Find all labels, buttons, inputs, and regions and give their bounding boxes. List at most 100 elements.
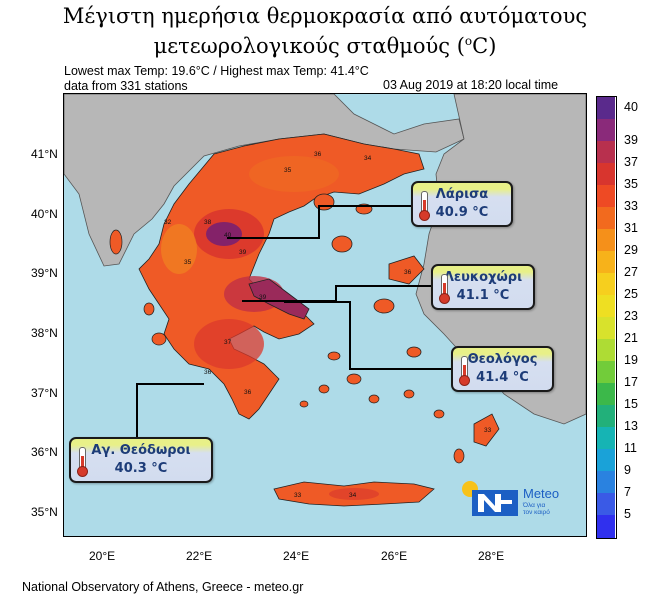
lat-label-38: 38°N — [31, 326, 58, 340]
minmax-text: Lowest max Temp: 19.6°C / Highest max Te… — [64, 64, 369, 78]
lon-label-26: 26°E — [381, 549, 408, 563]
svg-text:33: 33 — [294, 492, 302, 499]
svg-text:34: 34 — [349, 492, 357, 499]
lat-label-35: 35°N — [31, 505, 58, 519]
euboea-island — [248, 278, 310, 320]
colorbar-swatch — [597, 273, 615, 296]
footer-credit: National Observatory of Athens, Greece -… — [22, 580, 304, 594]
colorbar-label: 27 — [624, 265, 638, 279]
callout-theologos: Θεολόγος 41.4 °C — [451, 346, 554, 392]
meteo-logo: Meteo Όλα για τον καιρό — [460, 478, 570, 520]
colorbar-label: 17 — [624, 375, 638, 389]
colorbar-label: 7 — [624, 485, 631, 499]
limnos-island — [331, 235, 353, 253]
colorbar-label: 37 — [624, 155, 638, 169]
callout-ag-theodoroi-temp: 40.3 °C — [114, 461, 168, 476]
lat-label-40: 40°N — [31, 207, 58, 221]
callout-lefkochori: Λευκοχώρι 41.1 °C — [431, 264, 535, 310]
lat-label-41: 41°N — [31, 147, 58, 161]
colorbar-swatch — [597, 185, 615, 208]
lesvos-island — [388, 255, 425, 285]
map-title: Μέγιστη ημερήσια θερμοκρασία από αυτόματ… — [0, 4, 650, 59]
svg-text:39: 39 — [239, 249, 247, 256]
colorbar-label: 25 — [624, 287, 638, 301]
logo-brand: Meteo — [523, 486, 560, 501]
callout-ag-theodoroi-name: Αγ. Θεόδωροι — [91, 443, 191, 458]
svg-text:32: 32 — [164, 219, 172, 226]
colorbar-label: 11 — [624, 441, 637, 455]
svg-text:35: 35 — [184, 259, 192, 266]
colorbar-swatch — [597, 229, 615, 252]
thermometer-icon — [419, 191, 430, 221]
logo-tagline1: Όλα για — [523, 502, 546, 509]
lat-label-37: 37°N — [31, 386, 58, 400]
svg-text:33: 33 — [484, 427, 492, 434]
colorbar-label: 9 — [624, 463, 631, 477]
samos-island — [406, 346, 422, 358]
corfu-island — [109, 229, 123, 255]
svg-text:39: 39 — [259, 294, 267, 301]
colorbar-swatch — [597, 251, 615, 274]
colorbar-swatch — [597, 427, 615, 450]
thermometer-icon — [439, 274, 450, 304]
colorbar-swatch — [597, 449, 615, 472]
colorbar-swatch — [597, 141, 615, 164]
colorbar-label: 33 — [624, 199, 638, 213]
svg-text:38: 38 — [204, 219, 212, 226]
colorbar-label: 23 — [624, 309, 638, 323]
colorbar-label: 39 — [624, 133, 638, 147]
callout-ag-theodoroi: Αγ. Θεόδωροι 40.3 °C — [69, 437, 213, 483]
thermometer-icon — [459, 356, 470, 386]
colorbar-swatch — [597, 119, 615, 142]
svg-text:37: 37 — [224, 339, 232, 346]
svg-text:36: 36 — [404, 269, 412, 276]
colorbar-swatch — [597, 339, 615, 362]
thasos-island — [313, 193, 335, 211]
callout-lefkochori-name: Λευκοχώρι — [443, 270, 523, 285]
colorbar-swatch — [597, 97, 615, 120]
callout-larisa: Λάρισα 40.9 °C — [411, 181, 513, 227]
colorbar-swatch — [597, 163, 615, 186]
rhodes-island — [473, 413, 500, 447]
colorbar-label: 35 — [624, 177, 638, 191]
colorbar-swatch — [597, 515, 615, 538]
colorbar-label: 21 — [624, 331, 638, 345]
lat-label-36: 36°N — [31, 445, 58, 459]
lon-label-20: 20°E — [89, 549, 116, 563]
colorbar-swatch — [597, 471, 615, 494]
stations-count: data from 331 stations — [64, 79, 188, 93]
svg-text:34: 34 — [364, 155, 372, 162]
callout-theologos-temp: 41.4 °C — [476, 370, 529, 385]
lon-label-22: 22°E — [186, 549, 213, 563]
callout-lefkochori-temp: 41.1 °C — [456, 288, 510, 303]
colorbar-label: 31 — [624, 221, 638, 235]
svg-text:36: 36 — [314, 151, 322, 158]
colorbar-label: 40 — [624, 100, 638, 114]
turkey-land — [415, 94, 586, 425]
timestamp: 03 Aug 2019 at 18:20 local time — [383, 78, 559, 92]
colorbar-swatch — [597, 207, 615, 230]
colorbar-swatch — [597, 361, 615, 384]
colorbar-frame — [596, 96, 617, 539]
balkan-land — [64, 94, 465, 267]
colorbar-swatch — [597, 317, 615, 340]
colorbar-swatch — [597, 383, 615, 406]
logo-tagline2: τον καιρό — [523, 509, 550, 516]
callout-larisa-name: Λάρισα — [435, 187, 489, 202]
colorbar-swatch — [597, 295, 615, 318]
colorbar-label: 13 — [624, 419, 638, 433]
callout-theologos-name: Θεολόγος — [467, 352, 538, 367]
lat-label-39: 39°N — [31, 266, 58, 280]
callout-larisa-temp: 40.9 °C — [435, 205, 489, 220]
svg-text:40: 40 — [224, 232, 232, 239]
meteo-logo-icon — [462, 481, 518, 516]
svg-text:35: 35 — [284, 167, 292, 174]
title-line2: μετεωρολογικούς σταθμούς (oC) — [153, 34, 497, 58]
colorbar-swatch — [597, 405, 615, 428]
thermometer-icon — [77, 447, 88, 477]
lon-label-28: 28°E — [478, 549, 505, 563]
title-line1: Μέγιστη ημερήσια θερμοκρασία από αυτόματ… — [62, 4, 588, 28]
colorbar-swatch — [597, 493, 615, 516]
chios-island — [373, 298, 395, 314]
colorbar-label: 29 — [624, 243, 638, 257]
